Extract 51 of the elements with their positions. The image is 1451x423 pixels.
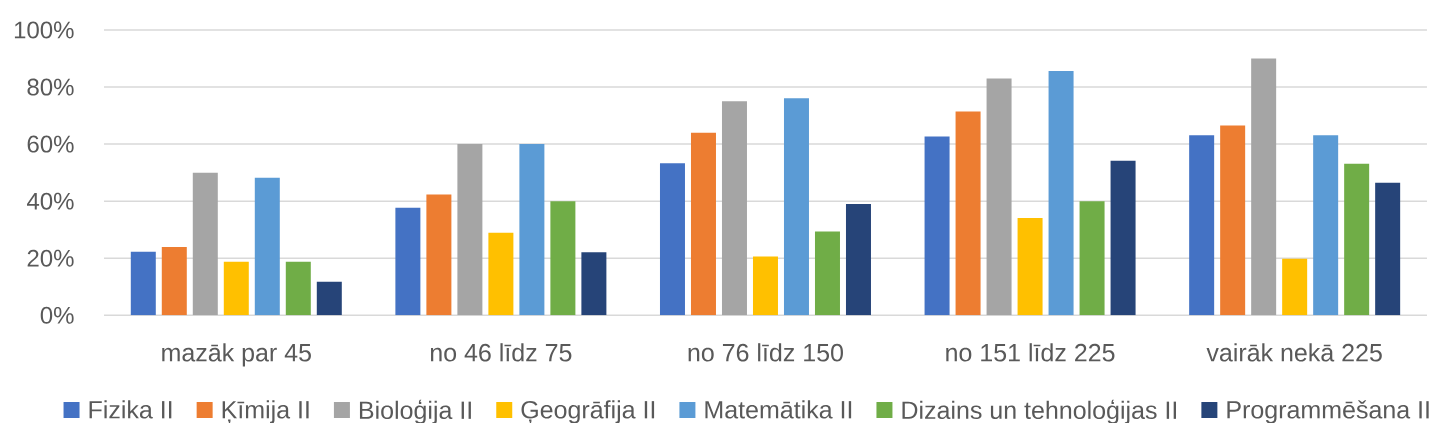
legend-label: Fizika II xyxy=(89,400,172,419)
bar xyxy=(1282,258,1308,316)
bar xyxy=(1251,58,1277,316)
bar xyxy=(1110,160,1136,316)
bar xyxy=(721,101,747,316)
bar xyxy=(488,232,514,316)
legend-label: Matemātika II xyxy=(705,400,852,419)
bar xyxy=(1079,201,1105,316)
bar xyxy=(550,201,576,316)
bar xyxy=(690,132,716,316)
bar xyxy=(426,194,452,316)
bar xyxy=(1189,135,1215,316)
bar xyxy=(192,172,218,316)
y-tick-label: 60% xyxy=(27,135,74,153)
bar xyxy=(1313,135,1339,316)
x-tick-label: no 76 līdz 150 xyxy=(688,343,843,362)
bar xyxy=(285,261,311,316)
bar xyxy=(783,98,809,316)
bar xyxy=(924,136,950,316)
bar xyxy=(519,144,545,316)
bar xyxy=(659,163,685,316)
bar xyxy=(1344,163,1370,316)
x-tick-label: no 151 līdz 225 xyxy=(946,343,1115,362)
y-tick-label: 80% xyxy=(27,78,74,96)
x-tick-label: no 46 līdz 75 xyxy=(430,343,572,362)
bar xyxy=(814,231,840,316)
bar xyxy=(254,177,280,316)
x-tick-label: vairāk nekā 225 xyxy=(1206,343,1382,362)
bar xyxy=(1017,218,1043,316)
bar xyxy=(223,261,249,316)
bar xyxy=(161,247,187,316)
bar xyxy=(457,144,483,316)
y-tick-label: 20% xyxy=(27,249,74,267)
x-tick-label: mazāk par 45 xyxy=(162,343,311,367)
bar xyxy=(955,111,981,316)
bar xyxy=(1375,182,1401,316)
bar xyxy=(986,78,1012,316)
bar xyxy=(395,207,421,316)
y-tick-label: 100% xyxy=(14,21,74,39)
bar xyxy=(845,204,871,316)
legend-label: Ģeogrāfija II xyxy=(521,400,655,423)
legend-label: Programmēšana II xyxy=(1227,400,1429,423)
bar xyxy=(316,281,342,316)
bar xyxy=(581,252,607,316)
y-tick-label: 40% xyxy=(26,192,74,210)
bar xyxy=(1048,71,1074,316)
legend-label: Ķīmija II xyxy=(222,400,309,423)
bar xyxy=(130,251,156,316)
bar xyxy=(752,256,778,316)
bar xyxy=(1220,125,1246,316)
y-tick-label: 0% xyxy=(40,306,74,324)
